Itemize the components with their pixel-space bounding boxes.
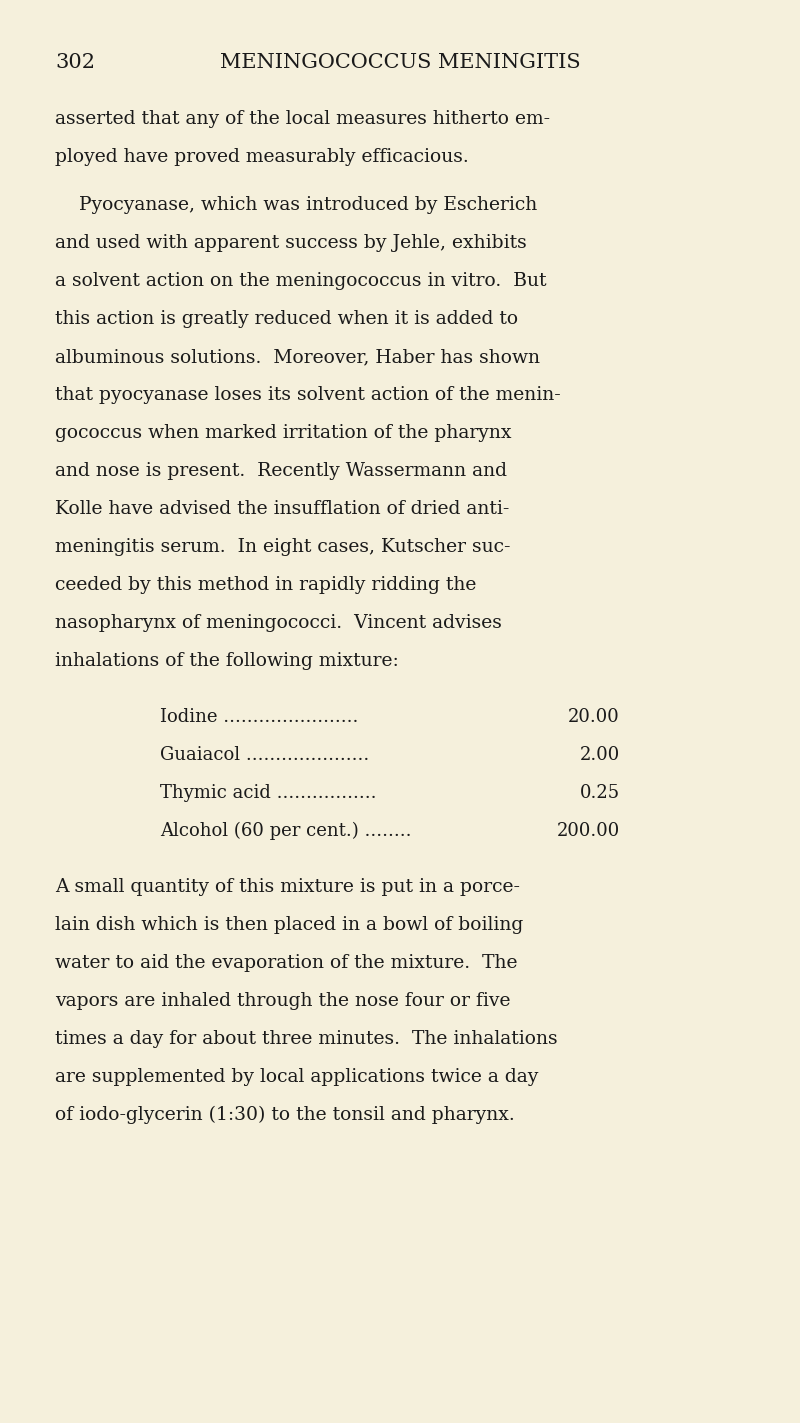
Text: Thymic acid .................: Thymic acid ................. (160, 784, 377, 803)
Text: 302: 302 (55, 53, 95, 71)
Text: gococcus when marked irritation of the pharynx: gococcus when marked irritation of the p… (55, 424, 511, 443)
Text: water to aid the evaporation of the mixture.  The: water to aid the evaporation of the mixt… (55, 953, 518, 972)
Text: 0.25: 0.25 (580, 784, 620, 803)
Text: asserted that any of the local measures hitherto em-: asserted that any of the local measures … (55, 110, 550, 128)
Text: Pyocyanase, which was introduced by Escherich: Pyocyanase, which was introduced by Esch… (55, 196, 538, 213)
Text: and used with apparent success by Jehle, exhibits: and used with apparent success by Jehle,… (55, 233, 526, 252)
Text: 2.00: 2.00 (580, 746, 620, 764)
Text: this action is greatly reduced when it is added to: this action is greatly reduced when it i… (55, 310, 518, 327)
Text: 200.00: 200.00 (557, 822, 620, 840)
Text: that pyocyanase loses its solvent action of the menin-: that pyocyanase loses its solvent action… (55, 386, 561, 404)
Text: Kolle have advised the insufflation of dried anti-: Kolle have advised the insufflation of d… (55, 499, 510, 518)
Text: inhalations of the following mixture:: inhalations of the following mixture: (55, 652, 398, 670)
Text: are supplemented by local applications twice a day: are supplemented by local applications t… (55, 1069, 538, 1086)
Text: times a day for about three minutes.  The inhalations: times a day for about three minutes. The… (55, 1030, 558, 1047)
Text: Guaiacol .....................: Guaiacol ..................... (160, 746, 370, 764)
Text: A small quantity of this mixture is put in a porce-: A small quantity of this mixture is put … (55, 878, 520, 896)
Text: Alcohol (60 per cent.) ........: Alcohol (60 per cent.) ........ (160, 822, 411, 840)
Text: ployed have proved measurably efficacious.: ployed have proved measurably efficaciou… (55, 148, 469, 166)
Text: of iodo-glycerin (1:30) to the tonsil and pharynx.: of iodo-glycerin (1:30) to the tonsil an… (55, 1106, 514, 1124)
Text: MENINGOCOCCUS MENINGITIS: MENINGOCOCCUS MENINGITIS (220, 53, 580, 71)
Text: lain dish which is then placed in a bowl of boiling: lain dish which is then placed in a bowl… (55, 916, 523, 933)
Text: meningitis serum.  In eight cases, Kutscher suc-: meningitis serum. In eight cases, Kutsch… (55, 538, 510, 556)
Text: 20.00: 20.00 (568, 709, 620, 726)
Text: and nose is present.  Recently Wassermann and: and nose is present. Recently Wassermann… (55, 462, 507, 480)
Text: Iodine .......................: Iodine ....................... (160, 709, 358, 726)
Text: ceeded by this method in rapidly ridding the: ceeded by this method in rapidly ridding… (55, 576, 476, 593)
Text: nasopharynx of meningococci.  Vincent advises: nasopharynx of meningococci. Vincent adv… (55, 613, 502, 632)
Text: albuminous solutions.  Moreover, Haber has shown: albuminous solutions. Moreover, Haber ha… (55, 349, 540, 366)
Text: vapors are inhaled through the nose four or five: vapors are inhaled through the nose four… (55, 992, 510, 1010)
Text: a solvent action on the meningococcus in vitro.  But: a solvent action on the meningococcus in… (55, 272, 546, 290)
